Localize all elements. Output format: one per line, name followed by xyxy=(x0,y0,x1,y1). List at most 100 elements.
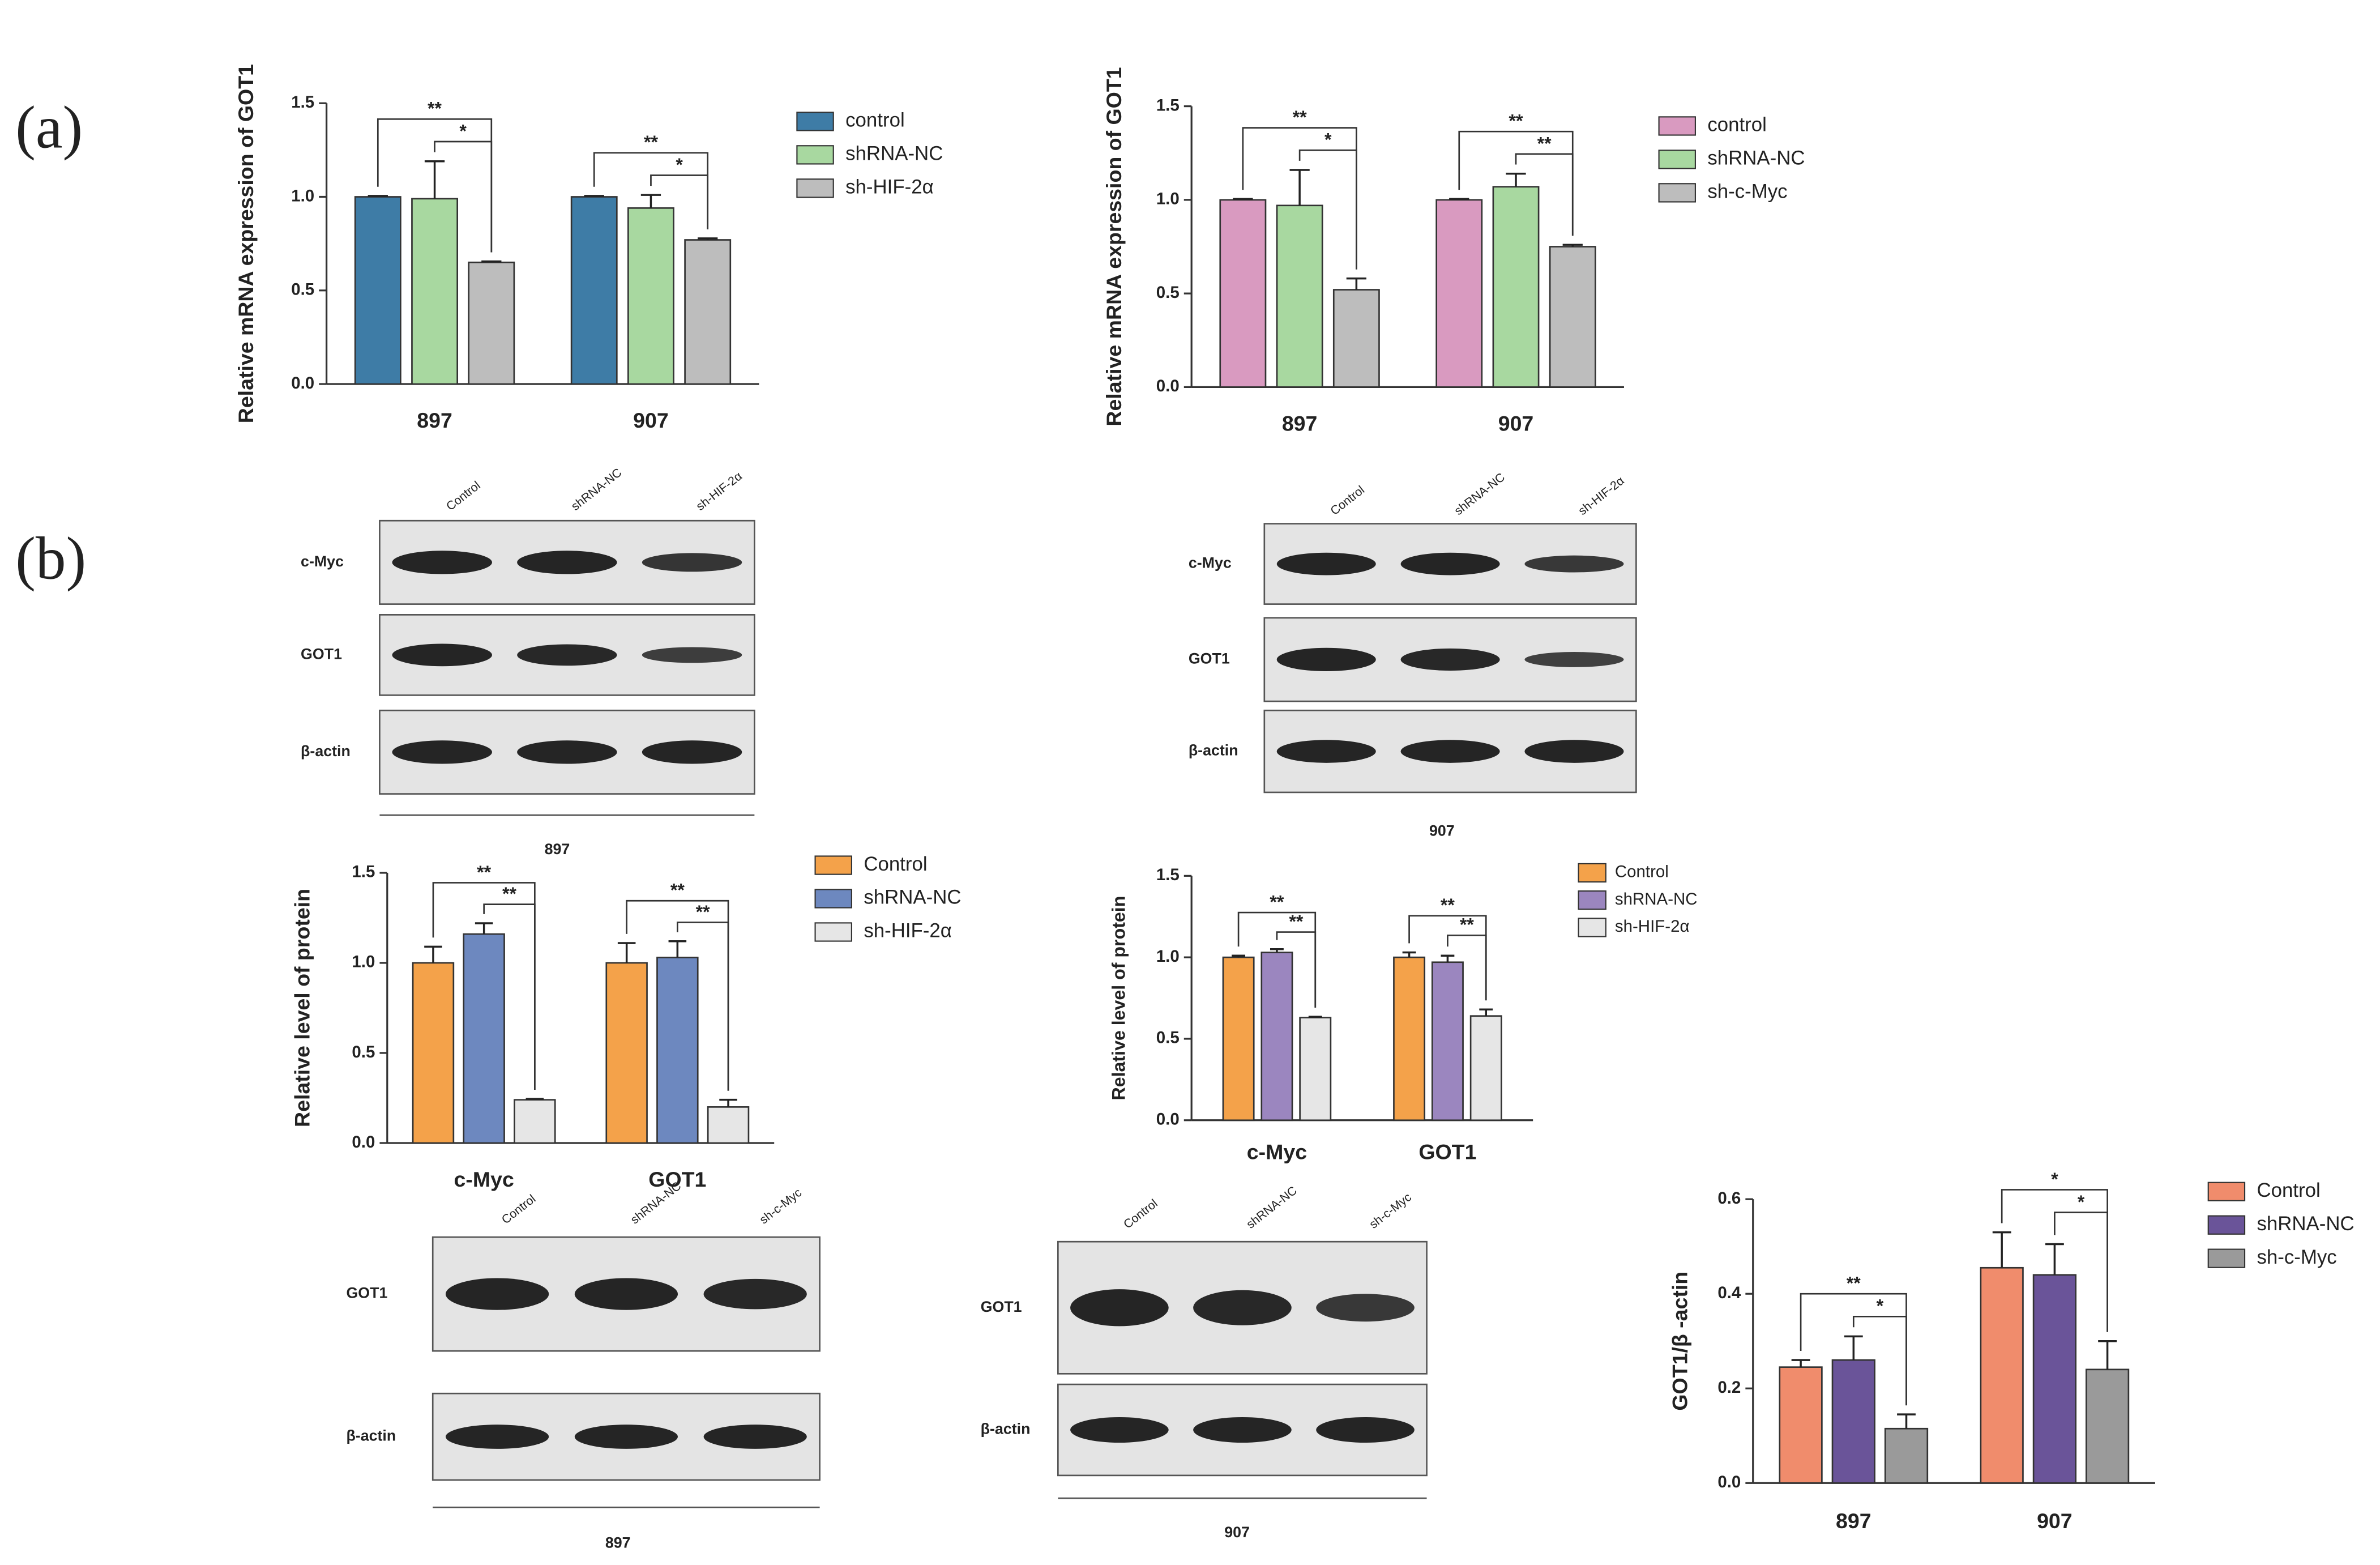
bar xyxy=(1884,1427,1929,1484)
x-tick-label: c-Myc xyxy=(1247,1140,1307,1164)
legend-label: sh-HIF-2α xyxy=(1615,917,1690,936)
error-bar xyxy=(1289,169,1310,206)
bar xyxy=(1393,956,1426,1121)
y-axis-label: Relative level of protein xyxy=(290,889,314,1127)
blot-caption: 907 xyxy=(1429,822,1455,839)
bar xyxy=(463,933,505,1144)
row-label: β-actin xyxy=(301,743,351,760)
y-axis-label: GOT1/β -actin xyxy=(1668,1272,1692,1411)
blot-band xyxy=(445,1278,549,1310)
y-tick-label: 1.0 xyxy=(352,953,375,971)
x-tick-label: GOT1 xyxy=(648,1167,706,1191)
legend-swatch xyxy=(814,889,852,909)
legend-label: sh-HIF-2α xyxy=(864,920,952,942)
significance-label: ** xyxy=(1847,1273,1861,1294)
error-bar xyxy=(640,194,661,208)
error-bar xyxy=(1791,1359,1810,1367)
y-tick-label: 0.0 xyxy=(1156,1110,1180,1129)
blot-band xyxy=(517,740,617,764)
blot-caption: 907 xyxy=(1224,1524,1250,1541)
legend-label: Control xyxy=(864,853,927,875)
error-bar xyxy=(424,945,442,963)
bar xyxy=(514,1099,556,1144)
row-label: c-Myc xyxy=(301,553,344,570)
error-bar xyxy=(1346,277,1367,290)
error-bar xyxy=(475,922,493,935)
significance-label: ** xyxy=(1289,911,1304,932)
significance-label: ** xyxy=(477,862,492,882)
row-label: β-actin xyxy=(1189,742,1238,759)
error-bar xyxy=(1562,244,1583,247)
y-tick-label: 0.5 xyxy=(291,280,314,299)
bar xyxy=(2032,1274,2077,1484)
x-tick-label: c-Myc xyxy=(454,1167,514,1191)
x-tick-label: 907 xyxy=(633,408,669,432)
row-label: β-actin xyxy=(346,1427,396,1444)
panel-label: (a) xyxy=(15,93,83,161)
row-label: GOT1 xyxy=(301,645,342,662)
y-tick-label: 1.5 xyxy=(1156,865,1180,884)
error-bar xyxy=(1992,1231,2011,1268)
significance-label: * xyxy=(459,121,467,141)
y-tick-label: 0.5 xyxy=(1156,1029,1180,1047)
error-bar xyxy=(525,1098,544,1100)
blot-band xyxy=(1070,1417,1169,1443)
panel-label: (b) xyxy=(15,525,86,592)
error-bar xyxy=(1897,1413,1916,1429)
error-bar xyxy=(1232,954,1246,958)
bar xyxy=(1831,1359,1875,1484)
legend-swatch xyxy=(814,922,852,942)
legend-swatch xyxy=(796,145,834,165)
y-tick-label: 0.0 xyxy=(291,374,314,393)
significance-bracket xyxy=(1515,153,1574,236)
bar xyxy=(1492,186,1540,388)
blot-band xyxy=(392,740,493,764)
bar xyxy=(1779,1366,1823,1484)
significance-label: ** xyxy=(1441,895,1455,915)
significance-label: ** xyxy=(696,902,711,922)
y-tick-label: 0.5 xyxy=(352,1043,375,1061)
y-tick-label: 0.6 xyxy=(1717,1189,1741,1208)
blot-band xyxy=(1524,652,1624,667)
bar xyxy=(1222,956,1255,1121)
significance-label: * xyxy=(676,155,683,175)
blot-caption: 897 xyxy=(545,841,570,858)
legend-label: shRNA-NC xyxy=(2257,1213,2354,1235)
blot-caption: 897 xyxy=(605,1534,631,1551)
error-bar xyxy=(1441,954,1455,962)
error-bar xyxy=(719,1098,737,1107)
x-tick-label: 907 xyxy=(1498,411,1534,435)
blot-band xyxy=(642,553,742,572)
significance-bracket xyxy=(650,174,709,229)
bar xyxy=(1469,1015,1502,1121)
significance-label: ** xyxy=(1460,915,1475,935)
legend-swatch xyxy=(1658,116,1696,136)
x-tick-label: 897 xyxy=(1836,1509,1871,1533)
blot-band xyxy=(517,551,617,574)
legend-swatch xyxy=(2207,1182,2246,1201)
legend-label: Control xyxy=(1615,863,1669,881)
blot-band xyxy=(642,647,742,663)
significance-label: * xyxy=(1877,1296,1884,1316)
blot-band xyxy=(574,1425,678,1449)
error-bar xyxy=(2045,1243,2064,1275)
y-tick-label: 0.4 xyxy=(1717,1283,1741,1302)
y-tick-label: 0.0 xyxy=(352,1133,375,1152)
legend-label: shRNA-NC xyxy=(845,143,943,165)
legend-swatch xyxy=(1658,183,1696,203)
error-bar xyxy=(584,195,604,197)
legend-label: sh-HIF-2α xyxy=(845,176,934,198)
bar xyxy=(1299,1017,1332,1121)
y-tick-label: 1.5 xyxy=(1156,96,1180,114)
significance-label: ** xyxy=(502,884,517,904)
legend-swatch xyxy=(796,178,834,198)
legend-label: shRNA-NC xyxy=(1707,147,1805,169)
error-bar xyxy=(2098,1340,2117,1370)
row-label: GOT1 xyxy=(346,1285,387,1302)
blot-band xyxy=(1193,1417,1292,1443)
bar xyxy=(1219,199,1267,388)
error-bar xyxy=(1270,948,1284,953)
significance-bracket xyxy=(1276,931,1317,1008)
bar xyxy=(1431,961,1464,1121)
error-bar xyxy=(698,237,718,240)
